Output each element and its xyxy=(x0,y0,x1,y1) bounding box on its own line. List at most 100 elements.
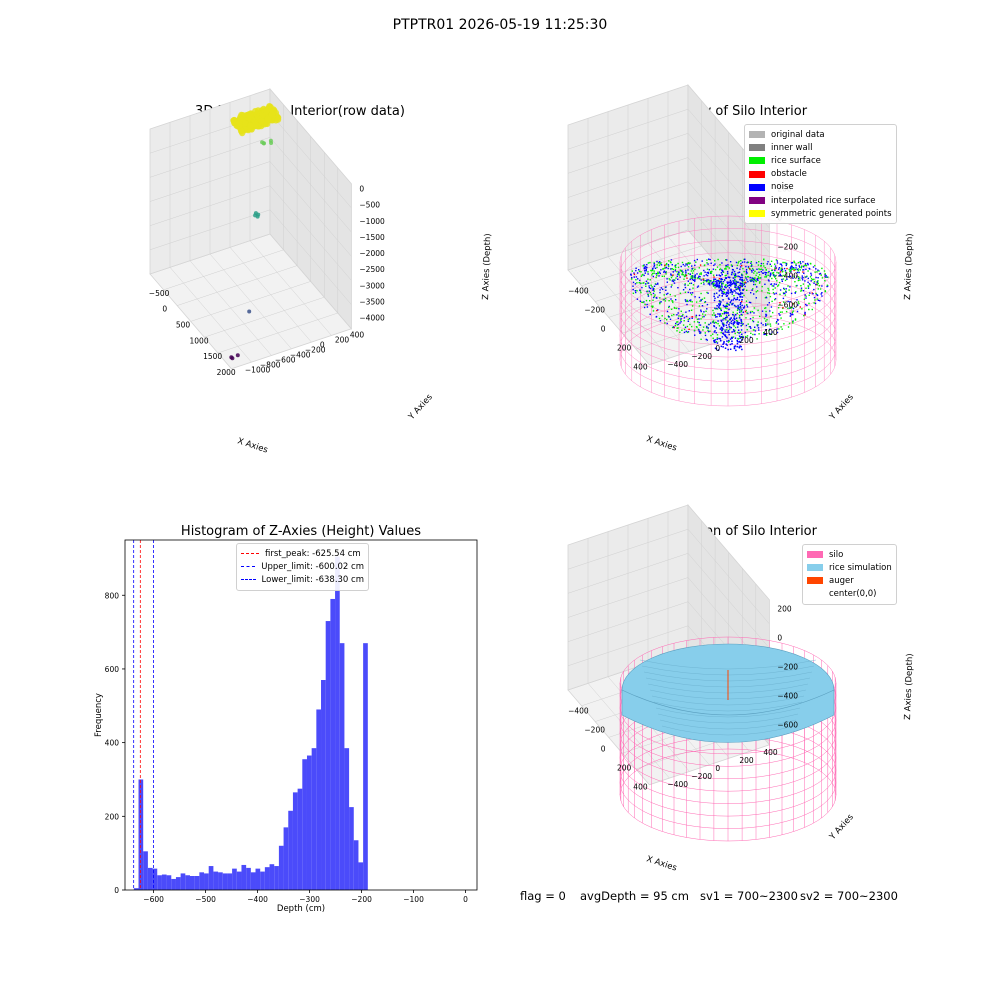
noise-point xyxy=(726,316,728,318)
noise-point xyxy=(714,347,717,349)
classified-point xyxy=(794,319,797,321)
classified-point xyxy=(705,338,707,341)
classified-point xyxy=(757,279,759,282)
classified-point xyxy=(707,329,709,332)
noise-point xyxy=(739,345,741,347)
classified-point xyxy=(722,288,724,290)
classified-point xyxy=(765,320,767,322)
classified-point xyxy=(740,265,743,267)
x-tick-label: 1000 xyxy=(190,336,209,345)
classified-point xyxy=(771,285,773,287)
classified-point xyxy=(781,280,783,282)
classified-point xyxy=(793,260,795,262)
classified-point xyxy=(676,314,678,316)
classified-point xyxy=(684,283,686,285)
noise-point xyxy=(741,339,743,341)
noise-point xyxy=(733,320,736,323)
noise-point xyxy=(742,336,745,338)
classified-point xyxy=(750,292,752,294)
classified-point xyxy=(662,268,664,270)
classified-point xyxy=(759,277,761,279)
classified-point xyxy=(721,313,724,315)
classified-point xyxy=(789,307,792,309)
classified-point xyxy=(805,295,807,297)
classified-point xyxy=(679,269,682,271)
classified-point xyxy=(776,280,778,282)
noise-point xyxy=(735,313,737,316)
classified-point xyxy=(794,318,797,320)
classified-point xyxy=(739,337,741,339)
classified-point xyxy=(767,271,769,274)
noise-point xyxy=(738,293,740,295)
z-tick-label: −1500 xyxy=(359,233,385,242)
mesh-line xyxy=(639,659,817,670)
classified-point xyxy=(682,271,684,273)
classified-point xyxy=(715,283,718,285)
classified-point xyxy=(685,274,688,277)
classified-point xyxy=(727,297,730,299)
classified-point xyxy=(647,278,649,280)
x-tick-label: 400 xyxy=(633,362,648,371)
classified-point xyxy=(717,284,719,286)
classified-point xyxy=(666,319,668,321)
classified-point xyxy=(685,315,688,318)
x-tick-label: −300 xyxy=(299,895,320,904)
classified-point xyxy=(712,282,714,285)
classified-point xyxy=(791,306,793,309)
noise-point xyxy=(740,313,743,316)
classified-point xyxy=(750,262,752,264)
classified-point xyxy=(635,269,637,272)
classified-point xyxy=(724,275,726,277)
classified-point xyxy=(778,313,780,315)
classified-point xyxy=(707,292,709,294)
classified-point xyxy=(721,329,723,331)
classified-point xyxy=(659,263,661,265)
classified-point xyxy=(636,298,639,300)
z-tick-label: −3500 xyxy=(359,297,385,306)
x-tick-label: −100 xyxy=(403,895,424,904)
classified-point xyxy=(678,315,680,317)
classified-point xyxy=(656,297,658,299)
classified-point xyxy=(760,268,763,270)
classified-point xyxy=(807,287,810,289)
noise-point xyxy=(726,281,728,283)
classified-point xyxy=(671,280,673,282)
classified-point xyxy=(747,323,749,325)
classified-point xyxy=(665,273,667,275)
classified-point xyxy=(746,335,749,337)
classified-point xyxy=(714,339,717,341)
classified-point xyxy=(764,333,766,335)
classified-point xyxy=(651,269,654,271)
classified-point xyxy=(697,321,699,323)
classified-point xyxy=(778,268,780,270)
classified-point xyxy=(797,276,800,278)
classified-point xyxy=(698,314,701,317)
classified-point xyxy=(769,323,772,325)
classified-point xyxy=(745,277,747,279)
classified-point xyxy=(809,284,811,286)
raw-data-point xyxy=(268,111,276,118)
classified-point xyxy=(720,288,722,290)
classified-point xyxy=(771,277,773,280)
mesh-line xyxy=(655,707,801,718)
classified-point xyxy=(652,287,654,289)
classified-point xyxy=(679,322,681,324)
status-sv2: sv2 = 700~2300 xyxy=(800,889,898,903)
legend-line xyxy=(241,553,259,555)
noise-point xyxy=(721,286,723,288)
classified-point xyxy=(736,264,739,267)
classified-point xyxy=(670,259,673,261)
classified-point xyxy=(740,309,742,312)
classified-point xyxy=(740,285,743,287)
histogram-bar xyxy=(274,866,279,890)
legend-item: rice simulation xyxy=(807,561,892,574)
classified-point xyxy=(719,286,721,288)
histogram-bar xyxy=(306,755,312,890)
classified-point xyxy=(633,276,635,278)
classified-point xyxy=(785,264,787,267)
noise-point xyxy=(739,287,741,289)
classified-point xyxy=(680,315,682,318)
classified-point xyxy=(664,317,666,320)
classified-point xyxy=(780,267,782,269)
classified-point xyxy=(812,293,814,295)
